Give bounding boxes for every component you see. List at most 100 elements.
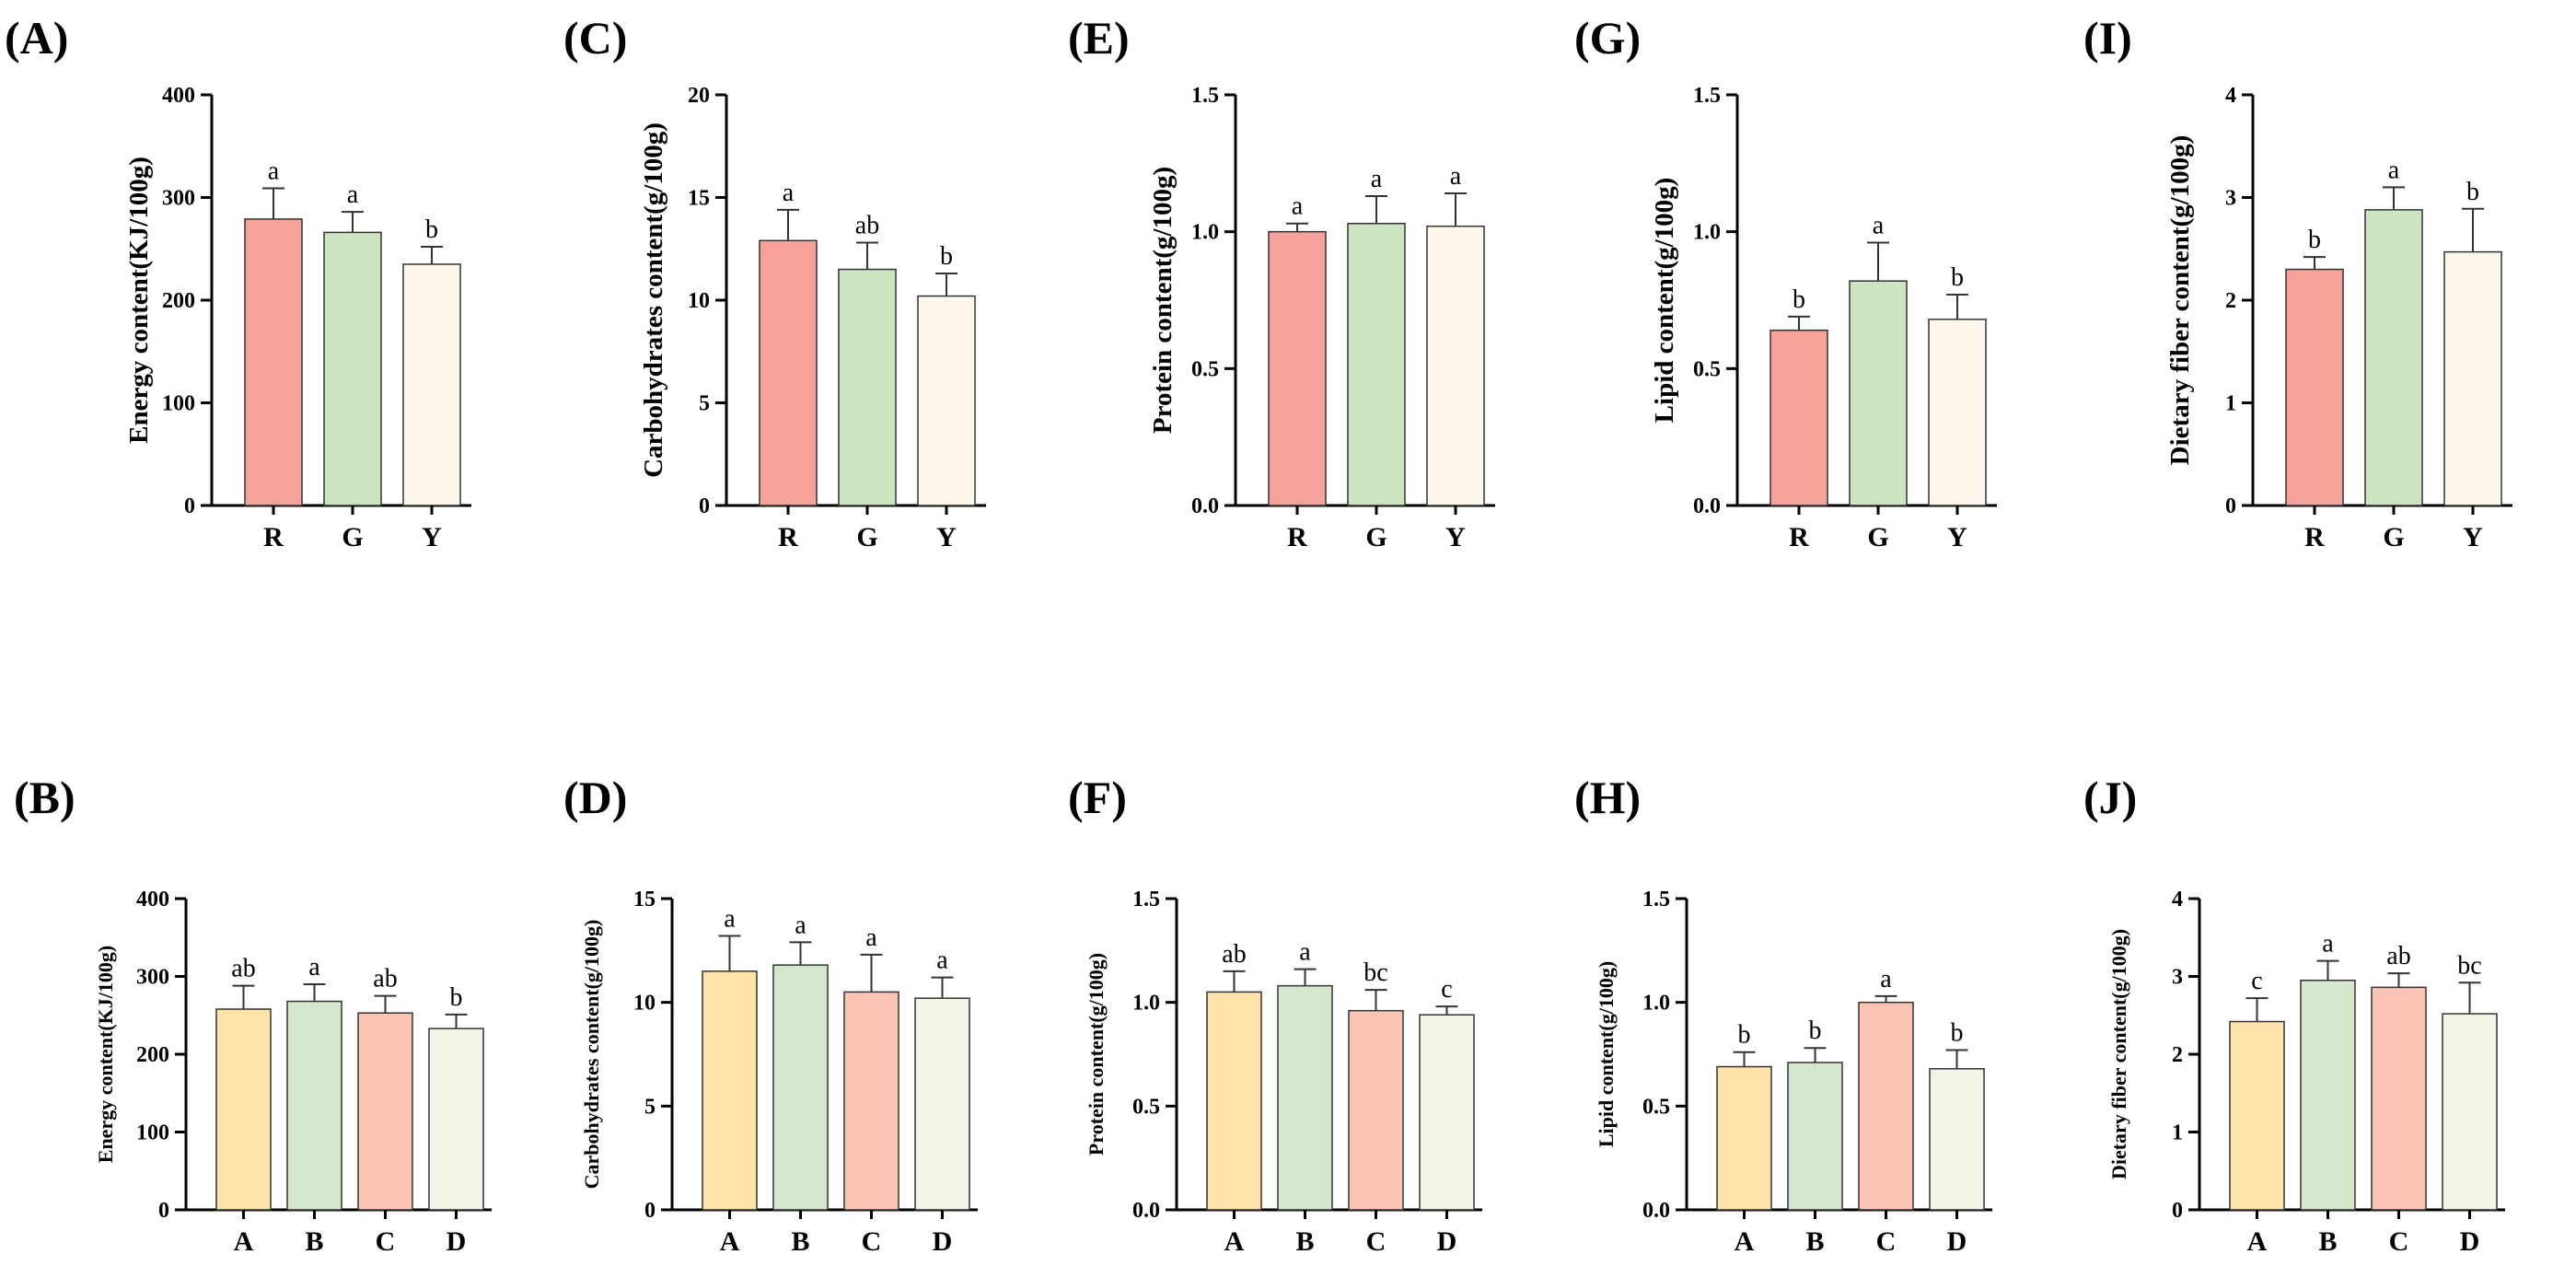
y-tick-label: 10 xyxy=(633,992,656,1016)
y-tick-label: 4 xyxy=(2172,888,2183,912)
y-tick-label: 100 xyxy=(136,1121,169,1145)
significance-letter: a xyxy=(1292,192,1304,221)
y-tick-label: 4 xyxy=(2225,84,2236,108)
x-tick-label: A xyxy=(1224,1226,1245,1257)
x-tick-label: R xyxy=(778,522,798,552)
bar-b xyxy=(772,964,829,1211)
panel-label: (A) xyxy=(5,12,68,64)
panel-b: (B) 0 100 200 300 400 Energy content(KJ/100g) a… xyxy=(14,772,492,1257)
y-tick-label: 0 xyxy=(184,494,195,518)
y-tick-label: 10 xyxy=(688,289,710,313)
y-tick-label: 0.0 xyxy=(1642,1199,1670,1223)
bar-a xyxy=(215,1008,272,1211)
x-tick-label: B xyxy=(305,1226,323,1257)
y-tick-label: 0 xyxy=(2172,1199,2183,1223)
x-tick-label: B xyxy=(1295,1226,1314,1257)
x-tick-label: B xyxy=(791,1226,809,1257)
y-tick-label: 5 xyxy=(699,392,710,416)
significance-letter: b xyxy=(940,242,953,271)
bar-c xyxy=(1348,1009,1404,1211)
panel-a: (A) 0 100 200 300 400 Energy content(KJ/100g) a… xyxy=(5,12,471,552)
bar-d xyxy=(914,997,970,1211)
x-tick-label: C xyxy=(862,1226,882,1257)
y-tick-label: 2 xyxy=(2172,1043,2183,1067)
bar-y xyxy=(2443,250,2502,506)
bar-b xyxy=(1787,1062,1843,1211)
bar-g xyxy=(838,268,897,506)
y-tick-label: 3 xyxy=(2225,187,2236,211)
y-tick-label: 15 xyxy=(688,187,710,211)
bar-c xyxy=(2371,986,2427,1211)
panel-label: (D) xyxy=(563,772,627,823)
panel-label: (H) xyxy=(1574,772,1641,823)
x-tick-label: G xyxy=(1867,522,1888,552)
y-axis-title: Carbohydrates content(g/100g) xyxy=(580,920,603,1190)
y-axis-title: Energy content(KJ/100g) xyxy=(94,946,117,1163)
bar-d xyxy=(428,1028,484,1211)
bar-c xyxy=(843,991,899,1211)
x-tick-label: Y xyxy=(2463,522,2483,552)
bar-b xyxy=(1277,984,1333,1211)
bar-r xyxy=(2285,268,2344,506)
bar-g xyxy=(323,231,382,506)
significance-letter: b xyxy=(425,215,438,244)
y-axis-title: Lipid content(g/100g) xyxy=(1595,961,1618,1147)
y-tick-label: 1.5 xyxy=(1132,888,1160,912)
y-tick-label: 1 xyxy=(2172,1121,2183,1145)
panel-j: (J) 0 1 2 3 4 Dietary fiber content(g/100g) c Aa… xyxy=(2083,772,2505,1257)
bar-b xyxy=(2300,979,2356,1211)
y-tick-label: 1 xyxy=(2225,392,2236,416)
significance-letter: a xyxy=(1873,212,1885,240)
y-axis-title: Protein content(g/100g) xyxy=(1085,953,1108,1156)
bar-r xyxy=(244,218,303,506)
x-tick-label: A xyxy=(1735,1226,1755,1257)
y-tick-label: 1.0 xyxy=(1191,221,1219,245)
x-tick-label: G xyxy=(342,522,363,552)
y-tick-label: 0 xyxy=(158,1199,169,1223)
y-axis-title: Dietary fiber content(g/100g) xyxy=(2165,135,2195,466)
significance-letter: a xyxy=(936,947,948,975)
y-tick-label: 1.5 xyxy=(1693,84,1721,108)
bar-a xyxy=(1716,1065,1772,1211)
y-tick-label: 20 xyxy=(688,84,710,108)
x-tick-label: C xyxy=(1876,1226,1897,1257)
significance-letter: b xyxy=(2308,226,2321,254)
significance-letter: a xyxy=(2322,930,2334,958)
significance-letter: a xyxy=(1450,162,1462,191)
panel-h: (H) 0.0 0.5 1.0 1.5 Lipid content(g/100g) b Ab B… xyxy=(1574,772,1992,1257)
x-tick-label: Y xyxy=(422,522,442,552)
bar-g xyxy=(2364,209,2423,506)
y-tick-label: 300 xyxy=(136,966,169,990)
significance-letter: a xyxy=(724,905,736,934)
x-tick-label: C xyxy=(376,1226,396,1257)
bar-a xyxy=(702,970,758,1211)
x-tick-label: D xyxy=(1437,1226,1457,1257)
y-tick-label: 200 xyxy=(162,289,195,313)
bar-r xyxy=(759,239,818,506)
significance-letter: a xyxy=(308,953,320,981)
bar-y xyxy=(1928,319,1987,506)
y-tick-label: 0 xyxy=(2225,494,2236,518)
significance-letter: b xyxy=(1951,1018,1964,1047)
y-tick-label: 0 xyxy=(644,1199,656,1223)
y-tick-label: 5 xyxy=(644,1095,656,1119)
significance-letter: bc xyxy=(1363,958,1387,987)
y-axis-title: Protein content(g/100g) xyxy=(1148,167,1178,434)
y-tick-label: 2 xyxy=(2225,289,2236,313)
bar-y xyxy=(917,295,976,506)
x-tick-label: C xyxy=(2389,1226,2409,1257)
y-axis-title: Lipid content(g/100g) xyxy=(1650,178,1679,424)
x-tick-label: R xyxy=(2304,522,2325,552)
panel-d: (D) 0 5 10 15 Carbohydrates content(g/100g) a A… xyxy=(563,772,978,1257)
panel-i: (I) 0 1 2 3 4 Dietary fiber content(g/100g) b Ra… xyxy=(2083,12,2512,552)
significance-letter: ab xyxy=(1222,940,1246,969)
significance-letter: b xyxy=(1793,285,1805,314)
x-tick-label: D xyxy=(933,1226,953,1257)
y-tick-label: 1.0 xyxy=(1132,992,1160,1016)
significance-letter: ab xyxy=(855,212,879,240)
significance-letter: a xyxy=(1371,165,1383,193)
bar-c xyxy=(1858,1001,1914,1211)
x-tick-label: R xyxy=(1789,522,1809,552)
significance-letter: bc xyxy=(2457,951,2481,980)
significance-letter: a xyxy=(1880,965,1892,993)
